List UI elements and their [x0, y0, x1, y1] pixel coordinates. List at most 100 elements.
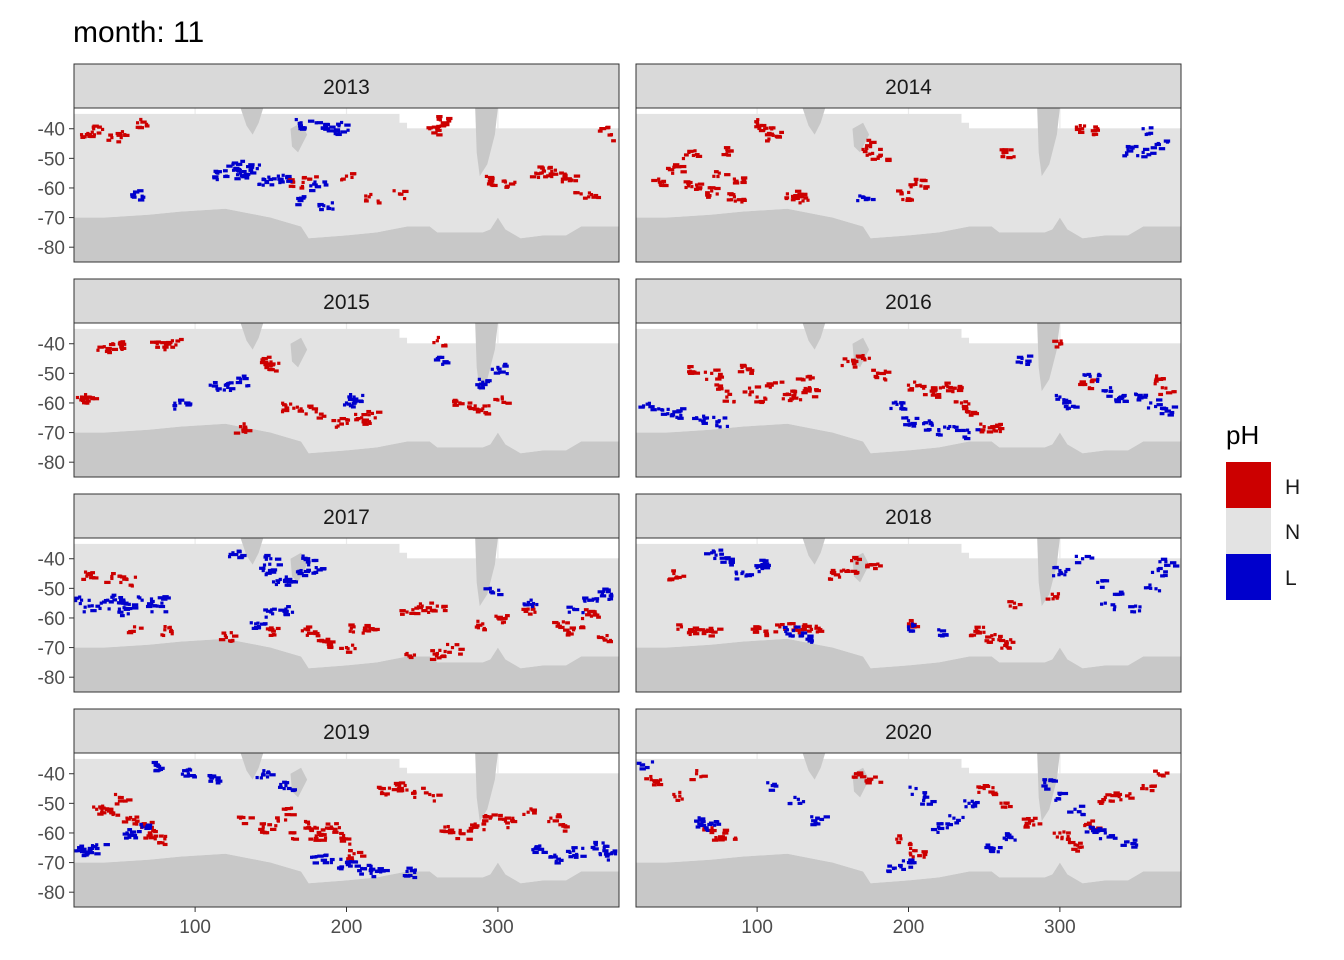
H-cell [712, 174, 716, 178]
H-cell [96, 348, 100, 352]
L-cell [298, 127, 302, 131]
L-cell [339, 857, 343, 861]
L-cell [404, 874, 411, 878]
L-cell [271, 580, 276, 584]
strip-2016 [635, 278, 1182, 324]
H-cell [909, 846, 913, 851]
H-cell [817, 629, 825, 633]
H-cell [772, 126, 776, 130]
strip-label-2016: 2016 [885, 291, 932, 314]
L-cell [475, 383, 481, 387]
L-cell [1013, 838, 1017, 842]
H-cell [138, 626, 144, 630]
H-cell [221, 631, 227, 635]
L-cell [314, 185, 322, 189]
L-cell [810, 640, 814, 644]
L-cell [317, 204, 321, 208]
H-cell [258, 827, 265, 832]
H-cell [292, 406, 296, 410]
L-cell [923, 421, 929, 425]
H-cell [876, 562, 880, 566]
L-cell [1074, 561, 1082, 565]
H-cell [827, 577, 832, 581]
H-cell [384, 793, 388, 797]
H-cell [982, 630, 986, 634]
L-cell [235, 173, 240, 177]
L-cell [248, 168, 254, 172]
H-cell [501, 179, 505, 183]
H-cell [132, 822, 138, 826]
L-cell [1137, 609, 1142, 613]
L-cell [943, 425, 947, 429]
L-cell [433, 358, 441, 362]
H-cell [795, 377, 803, 381]
H-cell [867, 356, 871, 360]
L-cell [226, 164, 233, 168]
y-tick-label: -40 [38, 550, 65, 571]
H-cell [271, 633, 277, 637]
H-cell [166, 340, 173, 345]
land-1 [802, 753, 826, 780]
H-cell [369, 192, 373, 197]
L-cell [1100, 602, 1104, 606]
H-cell [842, 568, 846, 572]
H-cell [870, 563, 877, 567]
L-cell [805, 637, 809, 641]
L-cell [366, 863, 372, 867]
L-cell [301, 573, 309, 578]
L-cell [90, 609, 97, 613]
H-cell [497, 617, 503, 621]
land-1 [802, 323, 826, 350]
L-cell [530, 604, 535, 609]
H-cell [1119, 798, 1123, 802]
H-cell [362, 629, 368, 633]
H-cell [108, 807, 113, 812]
H-cell [583, 608, 589, 612]
L-cell [272, 607, 277, 611]
H-cell [242, 426, 248, 431]
y-tick-label: -40 [38, 120, 65, 141]
H-cell [364, 194, 368, 198]
H-cell [906, 383, 911, 387]
H-cell [481, 407, 485, 411]
H-cell [360, 416, 364, 420]
L-cell [498, 370, 502, 374]
H-cell [1075, 849, 1081, 853]
H-cell [339, 839, 347, 843]
H-cell [606, 640, 614, 644]
strip-label-2020: 2020 [885, 721, 932, 744]
L-cell [1156, 398, 1163, 402]
L-cell [953, 425, 959, 429]
L-cell [1051, 779, 1058, 783]
L-cell [276, 580, 280, 585]
H-cell [713, 170, 719, 174]
H-cell [934, 395, 942, 399]
H-cell [573, 191, 580, 195]
H-cell [1110, 799, 1115, 803]
H-cell [361, 420, 368, 424]
H-cell [275, 626, 281, 631]
L-cell [496, 367, 502, 371]
H-cell [870, 140, 877, 144]
H-cell [370, 411, 375, 416]
H-cell [292, 184, 296, 189]
H-cell [596, 195, 602, 200]
L-cell [278, 577, 282, 582]
H-cell [1000, 155, 1006, 159]
H-cell [149, 821, 155, 825]
L-cell [131, 195, 137, 199]
H-cell [945, 389, 953, 393]
L-cell [1062, 398, 1066, 402]
H-cell [110, 576, 114, 581]
H-cell [879, 371, 886, 376]
H-cell [801, 624, 809, 628]
H-cell [953, 386, 957, 390]
L-cell [531, 601, 536, 606]
L-cell [892, 866, 897, 870]
H-cell [81, 577, 87, 581]
L-cell [894, 400, 898, 404]
H-cell [1124, 794, 1130, 798]
L-cell [719, 556, 726, 560]
L-cell [1027, 361, 1031, 365]
H-cell [1021, 817, 1029, 821]
